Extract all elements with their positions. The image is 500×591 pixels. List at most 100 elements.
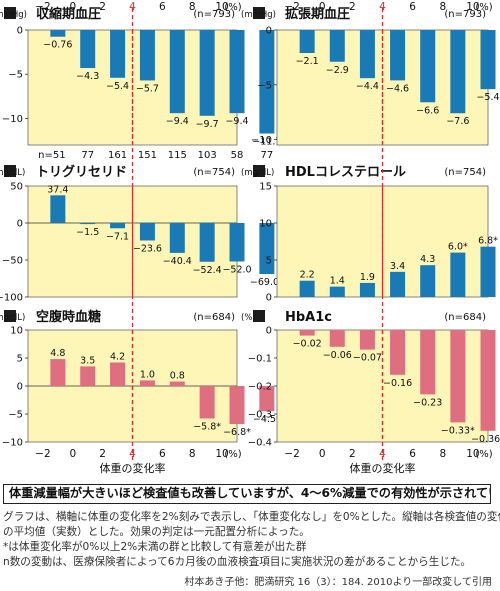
note-line: *は体重変化率が0%以上2%未満の群と比較して有意差が出た群 — [3, 541, 307, 553]
data-bar — [299, 330, 315, 336]
notes: グラフは、横軸に体重の変化率を2%刻みで表示し、「体重変化なし」を0%とした。縦… — [3, 510, 500, 570]
x-tick-label: −2 — [284, 448, 299, 460]
data-label: −4.3 — [76, 71, 99, 82]
x-tick-label: 2 — [349, 448, 356, 460]
sample-size: (n=684) — [444, 312, 486, 323]
y-tick-label: −10 — [2, 114, 23, 125]
x-tick-label: −2 — [284, 1, 299, 13]
data-label: 4.2 — [110, 351, 125, 362]
panel-title: HbA1c — [285, 310, 332, 325]
citation: 村本あき子他：肥満研究 16（3）：184. 2010より一部改変して引用 — [184, 577, 492, 588]
data-bar — [110, 362, 126, 386]
data-bar — [199, 386, 215, 419]
n-count: 77 — [260, 150, 273, 161]
data-bar — [390, 330, 406, 375]
y-tick-label: 0 — [17, 26, 23, 37]
data-label: −69.0* — [250, 277, 284, 288]
data-bar — [390, 30, 406, 81]
data-bar — [420, 30, 436, 103]
data-bar — [329, 30, 345, 62]
data-label: −5.4 — [476, 92, 499, 103]
data-label: −4.5* — [253, 414, 281, 425]
data-bar — [80, 30, 96, 69]
sample-size: (n=793) — [444, 9, 486, 20]
data-bar — [299, 30, 315, 53]
x-tick-label: 0 — [69, 448, 76, 460]
data-label: −23.6 — [133, 243, 162, 254]
n-count: 77 — [81, 150, 94, 161]
x-tick-label: 2 — [99, 1, 106, 13]
data-label: −2.1 — [296, 56, 319, 67]
unit-label: (mg/dL) — [241, 168, 274, 178]
data-label: −7.1 — [106, 231, 129, 242]
data-label: −0.02 — [293, 339, 322, 350]
x-tick-label: −2 — [35, 448, 50, 460]
data-label: 6.0* — [448, 242, 468, 253]
data-label: 4.3 — [420, 254, 435, 265]
y-tick-label: −0.1 — [248, 354, 272, 365]
panel-title: 収縮期血圧 — [36, 6, 101, 22]
n-count: 161 — [108, 150, 127, 161]
unit-label: (mg/dL) — [0, 313, 25, 323]
unit-label: (%) — [241, 313, 256, 323]
y-tick-label: −0.2 — [248, 382, 272, 393]
n-count: 58 — [231, 150, 244, 161]
title-marker — [253, 310, 265, 322]
y-tick-label: 0 — [17, 382, 23, 393]
x-tick-label: 0 — [319, 1, 326, 13]
title-marker — [253, 165, 265, 177]
data-bar — [229, 30, 245, 114]
sample-size: (n=754) — [193, 167, 235, 178]
y-tick-label: −0.4 — [248, 438, 272, 449]
panel-title: HDLコレステロール — [285, 165, 406, 180]
data-label: −5.4 — [106, 81, 129, 92]
panel-title: 拡張期血圧 — [285, 6, 350, 22]
sample-size: (n=684) — [193, 312, 235, 323]
data-bar — [110, 223, 126, 229]
x-tick-label: 6 — [409, 448, 416, 460]
y-tick-label: 0 — [266, 326, 272, 337]
data-bar — [480, 30, 496, 90]
x-tick-label: 10 — [466, 448, 479, 460]
y-tick-label: −0.3 — [248, 410, 272, 421]
data-bar — [229, 223, 245, 262]
data-label: −9.7 — [196, 119, 219, 130]
x-tick-label: 6 — [159, 448, 166, 460]
data-bar — [139, 380, 155, 386]
data-bar — [169, 30, 185, 114]
data-bar — [259, 223, 275, 275]
n-count: 115 — [168, 150, 187, 161]
data-bar — [390, 271, 406, 297]
data-bar — [50, 359, 66, 386]
x-tick-label: 10 — [466, 1, 479, 13]
panel-title: トリグリセリド — [36, 164, 127, 180]
y-tick-label: −5 — [8, 410, 23, 421]
title-marker — [4, 165, 16, 177]
data-bar — [199, 30, 215, 116]
data-label: −0.06 — [323, 350, 352, 361]
data-bar — [80, 366, 96, 386]
data-label: −1.5 — [76, 227, 99, 238]
note-line: グラフは、横軸に体重の変化率を2%刻みで表示し、「体重変化なし」を0%とした。縦… — [3, 511, 500, 523]
title-marker — [4, 7, 16, 19]
x-tick-label: 10 — [215, 1, 228, 13]
y-tick-label: 5 — [266, 256, 272, 267]
data-label: −52.4 — [193, 265, 222, 276]
data-bar — [139, 223, 155, 241]
data-bar — [139, 30, 155, 81]
x-tick-label: 0 — [319, 448, 326, 460]
x-tick-label: 6 — [159, 1, 166, 13]
data-label: −5.7 — [136, 83, 159, 94]
y-tick-label: 5 — [17, 354, 23, 365]
x-tick-label: 8 — [439, 448, 446, 460]
data-bar — [50, 30, 66, 37]
data-label: −0.07 — [353, 353, 382, 364]
data-label: −4.4 — [356, 81, 379, 92]
data-bar — [229, 386, 245, 425]
data-bar — [420, 330, 436, 395]
data-bar — [450, 30, 466, 114]
data-bar — [359, 330, 375, 350]
data-bar — [359, 282, 375, 297]
sample-size: (n=793) — [193, 9, 235, 20]
